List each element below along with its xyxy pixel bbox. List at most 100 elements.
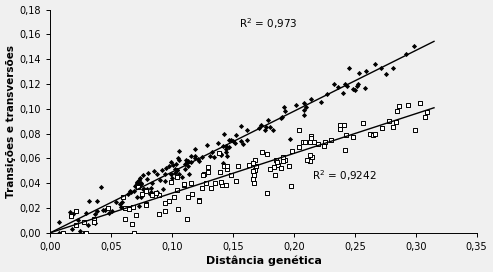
Point	[142, 177, 150, 181]
Point	[264, 118, 272, 122]
Point	[136, 182, 144, 186]
Point	[135, 183, 143, 187]
Point	[142, 203, 150, 207]
Point	[266, 167, 274, 172]
Point	[166, 199, 174, 203]
Point	[158, 168, 166, 172]
Point	[128, 222, 136, 226]
Point	[330, 82, 338, 86]
Point	[279, 155, 286, 159]
Point	[282, 158, 289, 162]
Text: R$^2$ = 0,9242: R$^2$ = 0,9242	[312, 168, 377, 183]
Point	[258, 150, 266, 154]
Point	[300, 113, 308, 117]
Point	[295, 145, 303, 149]
Point	[300, 108, 308, 112]
Point	[191, 147, 199, 151]
Point	[203, 143, 211, 147]
Point	[137, 194, 145, 199]
Point	[81, 231, 89, 235]
Point	[171, 171, 179, 175]
Point	[245, 162, 253, 167]
Point	[80, 220, 88, 224]
Point	[404, 103, 412, 107]
Point	[286, 137, 294, 141]
Point	[167, 172, 175, 176]
Point	[215, 151, 223, 156]
Point	[93, 209, 101, 213]
Point	[173, 168, 181, 172]
Point	[150, 169, 158, 174]
Point	[146, 192, 154, 196]
Point	[346, 66, 353, 70]
Point	[130, 231, 138, 235]
Point	[69, 212, 77, 216]
Point	[416, 100, 424, 105]
Point	[421, 115, 429, 119]
Point	[218, 183, 226, 187]
Point	[272, 158, 280, 163]
Point	[306, 153, 314, 157]
Point	[121, 217, 129, 221]
Point	[148, 193, 156, 197]
Point	[271, 172, 279, 177]
Point	[187, 160, 195, 164]
Point	[144, 171, 152, 175]
Point	[105, 211, 113, 215]
Point	[184, 195, 192, 199]
Point	[378, 126, 386, 131]
Point	[303, 158, 311, 162]
Point	[411, 128, 419, 132]
Point	[302, 139, 310, 144]
Point	[168, 176, 176, 180]
Point	[161, 178, 169, 183]
Point	[72, 209, 80, 214]
Point	[139, 173, 146, 177]
Point	[402, 52, 410, 57]
Point	[137, 181, 144, 186]
Point	[208, 150, 216, 154]
Point	[156, 178, 164, 182]
Point	[159, 187, 167, 191]
Point	[344, 84, 352, 88]
Point	[264, 191, 272, 195]
Point	[182, 158, 190, 163]
Point	[153, 190, 161, 194]
Point	[222, 150, 230, 154]
Point	[136, 176, 144, 181]
Point	[266, 125, 274, 130]
Point	[255, 126, 263, 130]
Point	[349, 135, 357, 139]
Point	[191, 156, 199, 161]
Point	[167, 160, 175, 165]
Point	[90, 220, 98, 224]
Point	[127, 189, 135, 194]
Point	[342, 82, 350, 86]
Point	[321, 140, 329, 144]
Point	[121, 206, 129, 210]
Point	[249, 172, 257, 177]
Point	[153, 171, 161, 176]
Point	[72, 222, 80, 227]
Point	[200, 172, 208, 176]
Point	[124, 206, 132, 211]
Point	[90, 217, 98, 221]
Point	[307, 134, 315, 138]
Point	[135, 204, 142, 208]
Point	[214, 141, 222, 145]
Point	[175, 149, 183, 153]
Point	[382, 72, 390, 76]
Point	[130, 188, 138, 193]
Point	[170, 194, 177, 199]
Point	[249, 161, 257, 165]
Point	[118, 200, 126, 204]
Point	[341, 148, 349, 152]
Point	[131, 184, 139, 188]
Point	[222, 183, 230, 187]
Point	[225, 145, 233, 150]
Point	[262, 128, 270, 132]
Point	[210, 155, 218, 159]
Point	[233, 133, 241, 137]
Point	[388, 125, 396, 129]
Point	[146, 186, 154, 190]
